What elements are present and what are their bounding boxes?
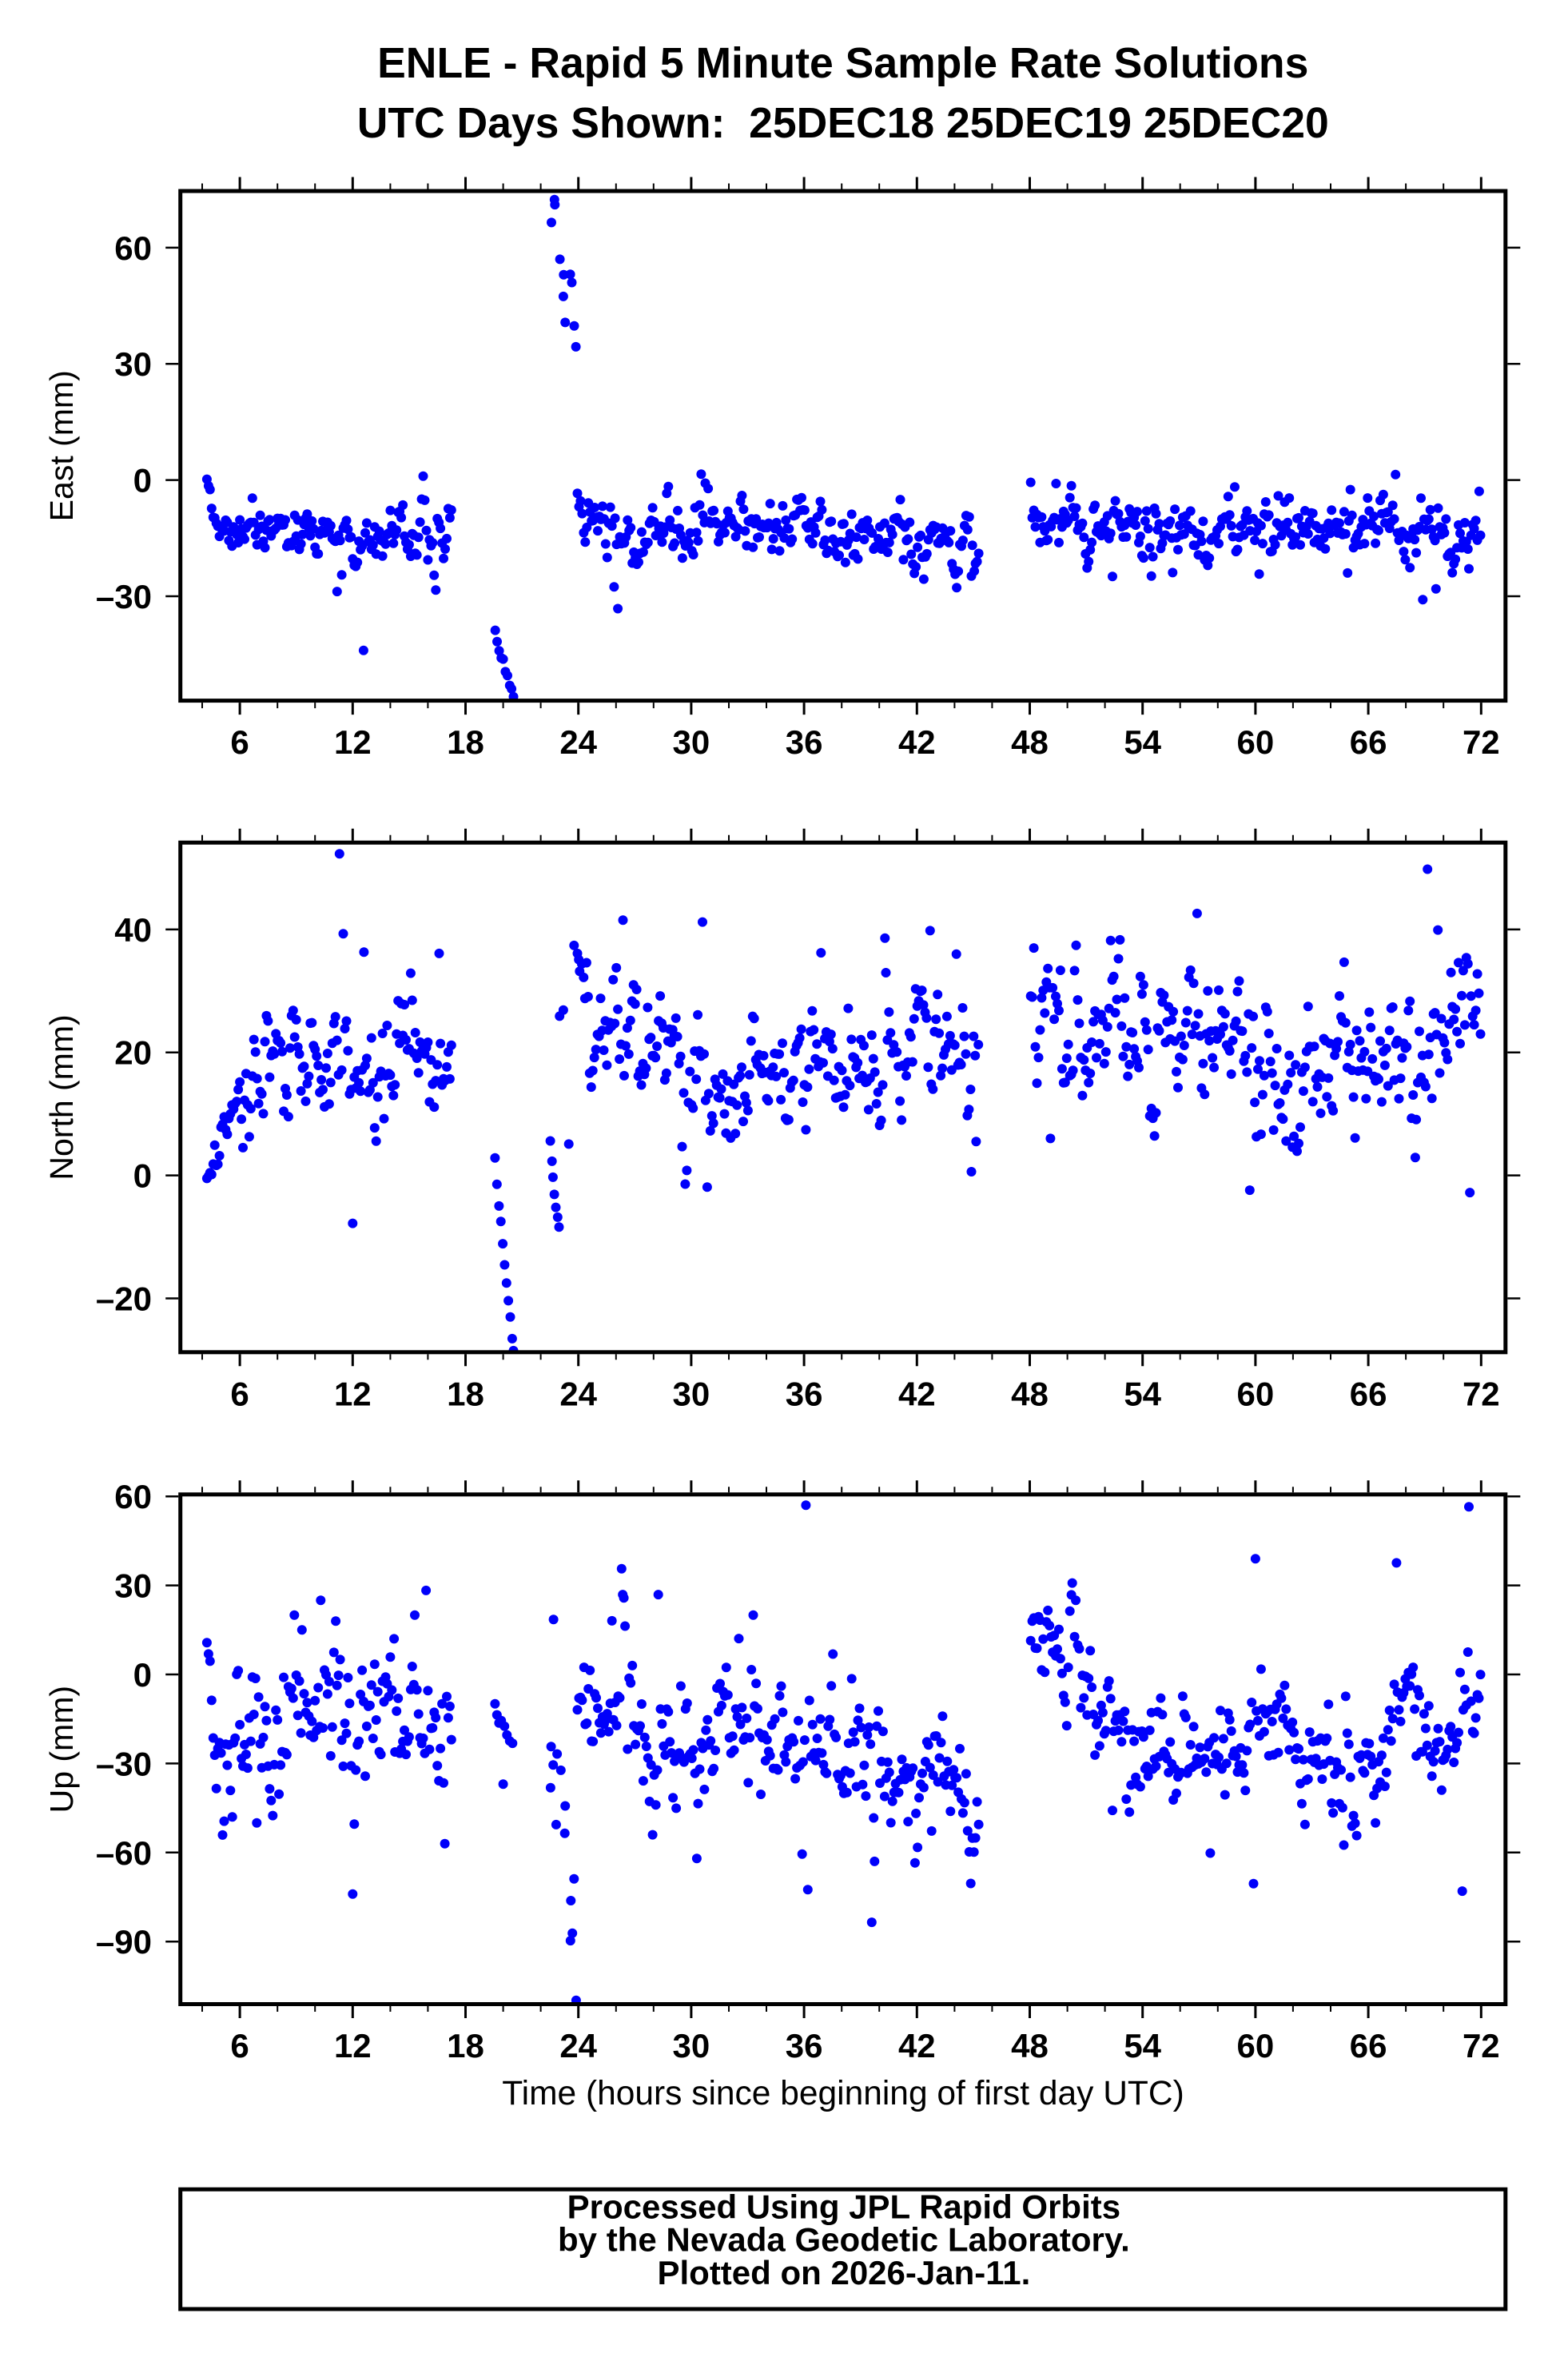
svg-text:6: 6	[230, 723, 249, 761]
svg-text:48: 48	[1011, 2027, 1049, 2064]
svg-text:60: 60	[114, 1478, 152, 1515]
svg-text:–30: –30	[96, 578, 152, 615]
svg-text:18: 18	[447, 1375, 484, 1412]
svg-text:60: 60	[114, 229, 152, 267]
svg-text:12: 12	[334, 723, 372, 761]
svg-text:54: 54	[1124, 1375, 1161, 1412]
svg-text:18: 18	[447, 723, 484, 761]
svg-text:24: 24	[559, 723, 597, 761]
svg-text:72: 72	[1463, 1375, 1500, 1412]
svg-text:60: 60	[1237, 1375, 1275, 1412]
svg-text:60: 60	[1237, 723, 1275, 761]
svg-text:42: 42	[898, 1375, 936, 1412]
svg-text:42: 42	[898, 723, 936, 761]
svg-text:30: 30	[673, 2027, 710, 2064]
svg-text:12: 12	[334, 2027, 372, 2064]
svg-text:20: 20	[114, 1034, 152, 1072]
svg-text:Up (mm): Up (mm)	[43, 1686, 80, 1813]
svg-text:24: 24	[559, 1375, 597, 1412]
svg-text:Plotted on 2026-Jan-11.: Plotted on 2026-Jan-11.	[657, 2254, 1030, 2291]
svg-text:36: 36	[786, 723, 823, 761]
svg-text:36: 36	[786, 1375, 823, 1412]
svg-text:ENLE - Rapid 5 Minute Sample R: ENLE - Rapid 5 Minute Sample Rate Soluti…	[377, 40, 1308, 87]
svg-text:Processed Using JPL Rapid Orbi: Processed Using JPL Rapid Orbits	[567, 2188, 1120, 2225]
svg-text:0: 0	[133, 1656, 152, 1694]
svg-text:72: 72	[1463, 723, 1500, 761]
svg-text:Time (hours since beginning of: Time (hours since beginning of first day…	[502, 2075, 1184, 2112]
svg-text:–90: –90	[96, 1923, 152, 1961]
svg-text:72: 72	[1463, 2027, 1500, 2064]
svg-text:42: 42	[898, 2027, 936, 2064]
svg-text:12: 12	[334, 1375, 372, 1412]
svg-text:by the Nevada Geodetic Laborat: by the Nevada Geodetic Laboratory.	[558, 2221, 1130, 2259]
svg-text:36: 36	[786, 2027, 823, 2064]
svg-text:66: 66	[1350, 1375, 1387, 1412]
svg-text:UTC Days Shown: 25DEC18 25DEC: UTC Days Shown: 25DEC18 25DEC19 25DEC20	[357, 100, 1329, 147]
svg-text:24: 24	[559, 2027, 597, 2064]
svg-text:30: 30	[673, 1375, 710, 1412]
svg-text:–30: –30	[96, 1745, 152, 1782]
svg-text:48: 48	[1011, 723, 1049, 761]
svg-text:60: 60	[1237, 2027, 1275, 2064]
svg-text:54: 54	[1124, 2027, 1161, 2064]
svg-text:48: 48	[1011, 1375, 1049, 1412]
svg-text:–60: –60	[96, 1834, 152, 1872]
svg-text:54: 54	[1124, 723, 1161, 761]
svg-text:66: 66	[1350, 2027, 1387, 2064]
svg-text:18: 18	[447, 2027, 484, 2064]
svg-text:66: 66	[1350, 723, 1387, 761]
svg-text:–20: –20	[96, 1280, 152, 1318]
svg-text:0: 0	[133, 1157, 152, 1195]
svg-text:6: 6	[230, 2027, 249, 2064]
svg-text:6: 6	[230, 1375, 249, 1412]
svg-text:30: 30	[114, 1567, 152, 1605]
svg-text:30: 30	[114, 345, 152, 383]
svg-text:East (mm): East (mm)	[43, 370, 80, 521]
svg-text:40: 40	[114, 911, 152, 949]
svg-text:North (mm): North (mm)	[43, 1014, 80, 1180]
svg-text:30: 30	[673, 723, 710, 761]
svg-text:0: 0	[133, 462, 152, 500]
